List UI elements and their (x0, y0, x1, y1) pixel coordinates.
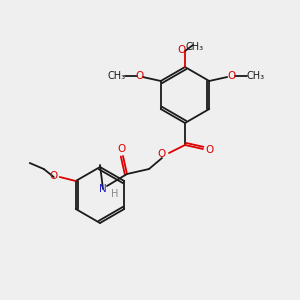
Text: O: O (227, 71, 236, 81)
Text: CH₃: CH₃ (186, 42, 204, 52)
Text: O: O (158, 149, 166, 159)
Text: O: O (50, 171, 58, 181)
Text: N: N (99, 184, 107, 194)
Text: O: O (118, 144, 126, 154)
Text: CH₃: CH₃ (246, 71, 264, 81)
Text: O: O (178, 45, 186, 55)
Text: O: O (206, 145, 214, 155)
Text: H: H (111, 189, 119, 199)
Text: CH₃: CH₃ (108, 71, 126, 81)
Text: O: O (136, 71, 144, 81)
